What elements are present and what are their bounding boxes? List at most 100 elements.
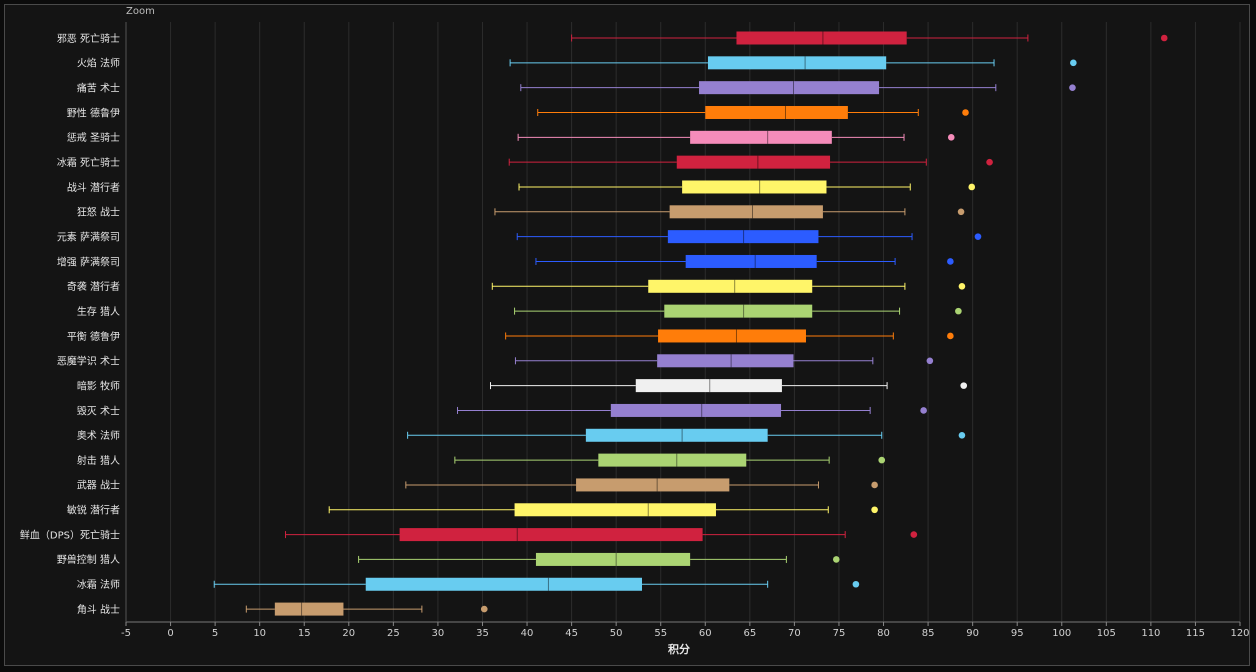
y-category-label: 野兽控制 猎人	[57, 553, 120, 566]
y-category-label: 毁灭 术士	[77, 404, 120, 417]
box-iqr	[635, 379, 782, 393]
y-category-label: 暗影 牧师	[77, 379, 120, 392]
y-category-label: 敏锐 潜行者	[67, 504, 120, 517]
boxes	[213, 31, 1168, 616]
outlier-point	[480, 605, 488, 613]
outlier-point	[962, 109, 969, 116]
box-series	[505, 329, 954, 343]
y-category-label: 增强 萨满祭司	[57, 255, 120, 268]
outlier-point	[947, 258, 954, 265]
x-tick-label: 25	[387, 628, 400, 639]
y-category-label: 平衡 德鲁伊	[67, 330, 120, 343]
box-series	[520, 81, 1076, 95]
x-tick-label: 80	[877, 628, 890, 639]
y-category-label: 战斗 潜行者	[67, 181, 120, 194]
x-tick-label: 20	[342, 628, 355, 639]
outlier-point	[957, 208, 965, 216]
box-iqr	[598, 453, 747, 467]
y-category-label: 狂怒 战士	[77, 206, 120, 219]
x-axis-ticks: -5 0 5 10 15 20 25 30 35 40 45 50 55 60 65 70 75 80 85 90 95…	[121, 622, 1250, 639]
box-iqr	[736, 31, 907, 45]
box-iqr	[682, 180, 827, 194]
y-category-label: 生存 猎人	[77, 305, 120, 318]
x-tick-label: 0	[167, 628, 173, 639]
x-tick-label: 115	[1186, 628, 1205, 639]
box-series	[285, 528, 918, 542]
box-series	[491, 279, 966, 293]
x-tick-label: 105	[1097, 628, 1116, 639]
y-category-label: 冰霜 死亡骑士	[57, 156, 120, 169]
box-series	[571, 31, 1168, 45]
x-tick-label: 50	[610, 628, 623, 639]
box-iqr	[657, 354, 794, 368]
box-iqr	[399, 528, 703, 542]
y-category-label: 惩戒 圣骑士	[67, 131, 120, 144]
box-series	[514, 304, 962, 318]
y-category-label: 痛苦 术士	[77, 81, 120, 94]
box-iqr	[667, 230, 819, 244]
y-category-label: 恶魔学识 术士	[57, 355, 120, 368]
outlier-point	[958, 283, 966, 290]
x-tick-label: 70	[788, 628, 801, 639]
box-iqr	[705, 105, 848, 119]
outlier-point	[968, 183, 976, 191]
box-series	[490, 379, 968, 393]
y-category-label: 奇袭 潜行者	[67, 280, 120, 293]
box-series	[213, 577, 860, 591]
x-tick-label: 5	[212, 628, 218, 639]
box-iqr	[514, 503, 716, 517]
box-iqr	[585, 428, 768, 442]
x-tick-label: 60	[699, 628, 712, 639]
x-tick-label: 65	[743, 628, 756, 639]
outlier-point	[920, 407, 927, 414]
box-iqr	[658, 329, 806, 343]
y-category-label: 射击 猎人	[77, 454, 120, 467]
box-series	[358, 552, 840, 566]
x-tick-label: -5	[121, 628, 131, 639]
box-iqr	[676, 155, 831, 169]
x-tick-label: 90	[966, 628, 979, 639]
outlier-point	[871, 481, 878, 489]
x-tick-label: 40	[521, 628, 534, 639]
box-series	[517, 130, 955, 144]
outlier-point	[958, 431, 966, 439]
outlier-point	[960, 382, 968, 389]
box-iqr	[648, 279, 813, 293]
outlier-point	[955, 307, 962, 315]
outlier-point	[974, 233, 982, 240]
outlier-point	[1160, 34, 1168, 42]
box-iqr	[699, 81, 880, 95]
box-iqr	[707, 56, 887, 70]
outlier-point	[878, 456, 886, 464]
x-tick-label: 35	[476, 628, 489, 639]
box-series	[457, 403, 927, 417]
x-tick-label: 45	[565, 628, 578, 639]
box-series	[537, 105, 969, 119]
outlier-point	[947, 134, 955, 141]
box-iqr	[690, 130, 832, 144]
box-iqr	[365, 577, 643, 591]
outlier-point	[1070, 59, 1077, 67]
y-category-label: 元素 萨满祭司	[57, 230, 120, 243]
y-category-label: 野性 德鲁伊	[67, 106, 120, 119]
box-iqr	[664, 304, 813, 318]
x-tick-label: 110	[1141, 628, 1160, 639]
grid-lines	[125, 22, 1241, 623]
x-tick-label: 85	[922, 628, 935, 639]
y-category-label: 角斗 战士	[77, 603, 120, 616]
box-iqr	[576, 478, 730, 492]
zoom-label[interactable]: Zoom	[126, 6, 155, 17]
x-tick-label: 100	[1052, 628, 1071, 639]
x-tick-label: 15	[298, 628, 311, 639]
outlier-point	[832, 556, 840, 563]
y-category-label: 冰霜 法师	[77, 578, 120, 591]
box-iqr	[535, 552, 691, 566]
y-category-label: 奥术 法师	[77, 429, 120, 442]
box-series	[405, 478, 878, 492]
box-series	[494, 205, 965, 219]
x-tick-label: 30	[432, 628, 445, 639]
outlier-point	[852, 580, 860, 588]
box-series	[518, 180, 976, 194]
